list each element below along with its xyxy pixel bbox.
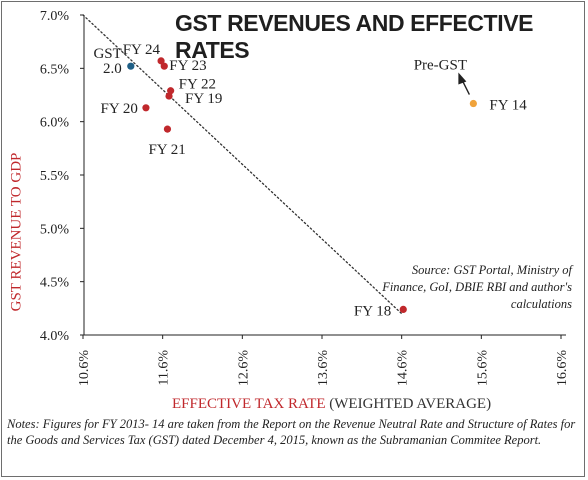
data-point <box>157 57 165 65</box>
x-tick-label: 13.6% <box>316 350 331 387</box>
data-label: FY 24 <box>123 42 161 58</box>
data-point <box>163 125 172 133</box>
source-note: Source: GST Portal, Ministry of Finance,… <box>382 263 572 311</box>
data-point <box>142 104 150 112</box>
data-point <box>160 62 168 70</box>
data-label: GST <box>93 46 121 62</box>
data-label: FY 19 <box>185 91 222 107</box>
data-label: FY 20 <box>101 101 138 117</box>
x-tick-label: 10.6% <box>77 350 92 387</box>
annotation-text: Pre-GST <box>414 58 467 74</box>
data-label: FY 14 <box>489 98 527 114</box>
x-tick-label: 14.6% <box>396 350 411 387</box>
data-point <box>469 99 477 108</box>
data-label: FY 18 <box>354 303 391 319</box>
chart-title: GST REVENUES AND EFFECTIVE RATES <box>175 10 534 63</box>
data-point <box>399 305 407 313</box>
data-label: 2.0 <box>103 61 122 77</box>
footnote: Notes: Figures for FY 2013- 14 are taken… <box>7 417 576 447</box>
y-tick-label: 6.0% <box>40 116 70 131</box>
data-point <box>127 62 135 70</box>
x-tick-label: 15.6% <box>475 350 490 387</box>
y-tick-label: 4.0% <box>40 329 70 344</box>
trend-line <box>82 14 403 315</box>
x-axis-label-sub: (WEIGHTED AVERAGE) <box>329 396 492 412</box>
annotation-arrow-head <box>458 72 467 85</box>
y-tick-label: 7.0% <box>40 9 70 24</box>
data-label: FY 22 <box>179 77 216 93</box>
x-tick-label: 11.6% <box>157 350 172 386</box>
x-tick-label: 12.6% <box>236 350 251 387</box>
data-point <box>165 92 173 100</box>
x-axis-label: EFFECTIVE TAX RATE (WEIGHTED AVERAGE) <box>172 396 491 413</box>
y-tick-label: 5.0% <box>40 222 70 237</box>
y-tick-label: 5.5% <box>40 169 70 184</box>
y-tick-label: 4.5% <box>40 276 70 291</box>
x-axis-label-main: EFFECTIVE TAX RATE <box>172 396 326 412</box>
data-label: FY 23 <box>169 58 206 74</box>
data-label: FY 21 <box>148 142 185 158</box>
y-tick-label: 6.5% <box>40 62 70 77</box>
x-tick-label: 16.6% <box>555 350 570 387</box>
